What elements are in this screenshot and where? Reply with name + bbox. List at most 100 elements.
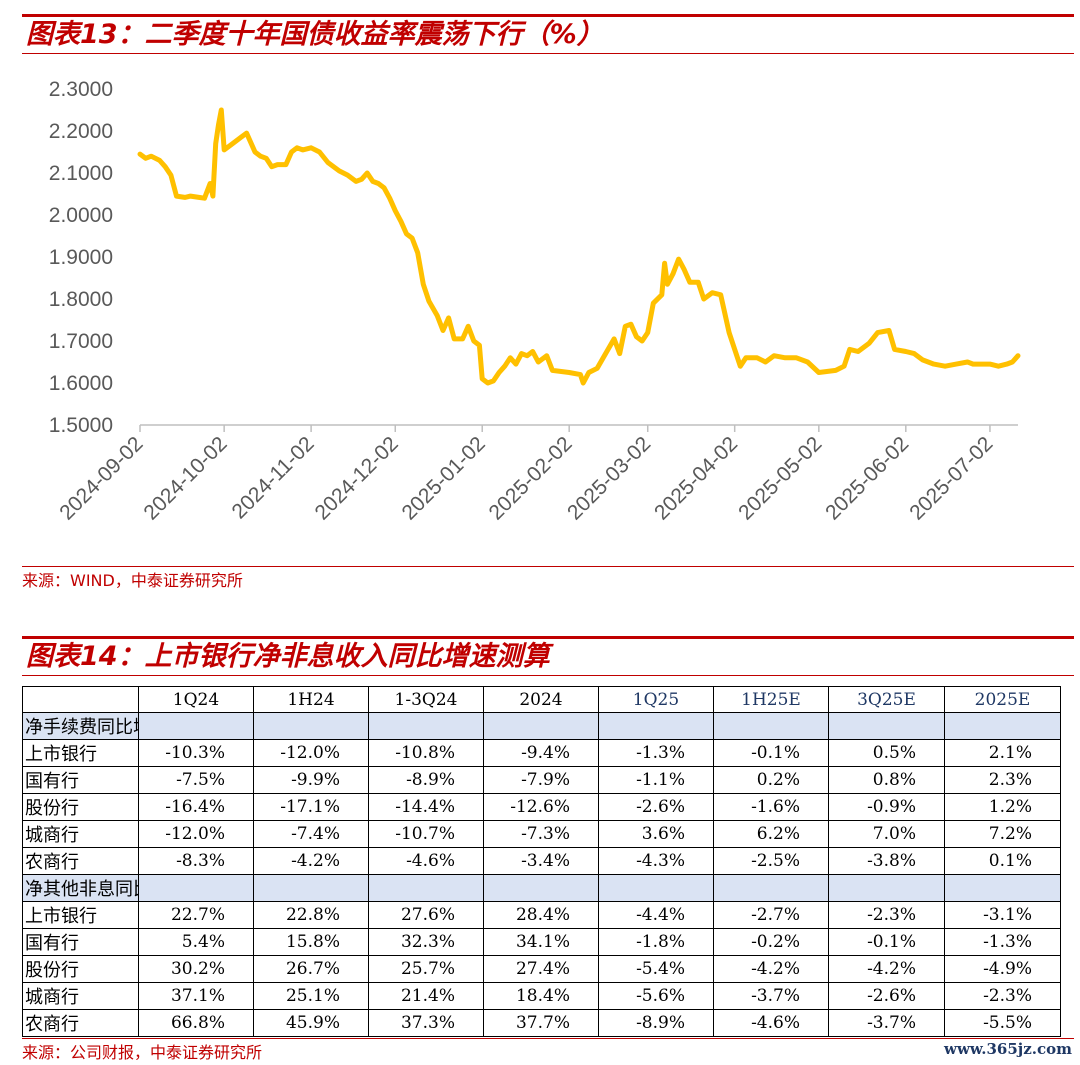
- column-header: 3Q25E: [828, 686, 945, 713]
- table-cell: -12.6%: [483, 793, 599, 821]
- table-cell: -0.1%: [713, 739, 829, 767]
- table-cell: -5.5%: [944, 1009, 1061, 1037]
- table-cell: 25.1%: [253, 982, 369, 1010]
- table-cell: -14.4%: [368, 793, 484, 821]
- section-empty-cell: [598, 874, 714, 902]
- table-cell: -4.3%: [598, 847, 714, 875]
- table-row: 城商行 -12.0% -7.4% -10.7% -7.3% 3.6% 6.2% 7.0% 7.2…: [22, 820, 1061, 848]
- table-cell: -2.6%: [828, 982, 945, 1010]
- table-cell: 6.2%: [713, 820, 829, 848]
- table-cell: -2.7%: [713, 901, 829, 929]
- section-empty-cell: [253, 712, 369, 740]
- y-tick-label: 2.3000: [49, 78, 113, 101]
- table-cell: 0.2%: [713, 766, 829, 794]
- section-empty-cell: [253, 874, 369, 902]
- figure-13-title: 图表13：二季度十年国债收益率震荡下行（%）: [22, 14, 1074, 54]
- table-cell: 37.1%: [138, 982, 254, 1010]
- table-cell: -3.4%: [483, 847, 599, 875]
- table-cell: -10.3%: [138, 739, 254, 767]
- section-empty-cell: [713, 874, 829, 902]
- section-label: 净其他非息同比增速: [22, 874, 139, 902]
- column-header: 1Q25: [598, 686, 714, 713]
- table-cell: -4.6%: [713, 1009, 829, 1037]
- section-empty-cell: [598, 712, 714, 740]
- table-cell: -2.3%: [944, 982, 1061, 1010]
- x-tick-label: 2025-06-02: [821, 432, 913, 524]
- x-tick-label: 2025-01-02: [398, 432, 490, 524]
- table-cell: 3.6%: [598, 820, 714, 848]
- table-cell: -1.6%: [713, 793, 829, 821]
- figure-14-title: 图表14：上市银行净非息收入同比增速测算: [22, 636, 1074, 676]
- table-row: 城商行 37.1% 25.1% 21.4% 18.4% -5.6% -3.7% -2.6% -2…: [22, 982, 1061, 1010]
- table-cell: -9.9%: [253, 766, 369, 794]
- table-cell: -1.3%: [598, 739, 714, 767]
- y-tick-label: 2.2000: [49, 120, 113, 143]
- table-cell: 0.5%: [828, 739, 945, 767]
- table-cell: 15.8%: [253, 928, 369, 956]
- table-cell: -3.1%: [944, 901, 1061, 929]
- table-cell: 26.7%: [253, 955, 369, 983]
- y-tick-label: 2.1000: [49, 162, 113, 185]
- watermark: www.365jz.com: [944, 1040, 1072, 1058]
- section-empty-cell: [944, 712, 1061, 740]
- row-label: 城商行: [22, 982, 139, 1010]
- figure-14-source: 来源：公司财报，中泰证券研究所: [22, 1038, 1074, 1065]
- table-cell: -0.2%: [713, 928, 829, 956]
- column-header: 1Q24: [138, 686, 254, 713]
- table-cell: 28.4%: [483, 901, 599, 929]
- y-tick-label: 1.7000: [49, 330, 113, 353]
- table-cell: -8.9%: [598, 1009, 714, 1037]
- row-label: 国有行: [22, 928, 139, 956]
- y-tick-label: 1.9000: [49, 246, 113, 269]
- table-cell: -4.4%: [598, 901, 714, 929]
- x-tick-label: 2024-11-02: [228, 432, 319, 523]
- table-cell: 18.4%: [483, 982, 599, 1010]
- table-cell: 22.7%: [138, 901, 254, 929]
- table-cell: -1.1%: [598, 766, 714, 794]
- table-cell: -7.3%: [483, 820, 599, 848]
- series-line-10y-yield: [137, 107, 1021, 386]
- x-tick-label: 2025-02-02: [484, 432, 576, 524]
- table-cell: -16.4%: [138, 793, 254, 821]
- y-tick-label: 1.5000: [49, 414, 113, 437]
- table-row: 国有行 5.4% 15.8% 32.3% 34.1% -1.8% -0.2% -0.1% -1.…: [22, 928, 1061, 956]
- table-row: 农商行 -8.3% -4.2% -4.6% -3.4% -4.3% -2.5% -3.8% 0.…: [22, 847, 1061, 875]
- y-axis-labels: 2.3000 2.2000 2.1000 2.0000 1.9000 1.8000 1.70…: [49, 78, 113, 437]
- table-cell: 32.3%: [368, 928, 484, 956]
- table-row: 股份行 30.2% 26.7% 25.7% 27.4% -5.4% -4.2% -4.2% -4…: [22, 955, 1061, 983]
- table-cell: -1.3%: [944, 928, 1061, 956]
- section-empty-cell: [368, 874, 484, 902]
- table-cell: 45.9%: [253, 1009, 369, 1037]
- column-header: 2024: [483, 686, 599, 713]
- x-axis-labels: 2024-09-022024-10-022024-11-022024-12-02…: [55, 432, 997, 524]
- table-row: 上市银行 -10.3% -12.0% -10.8% -9.4% -1.3% -0.1% 0.5…: [22, 739, 1061, 767]
- row-label: 国有行: [22, 766, 139, 794]
- x-tick-label: 2024-09-02: [55, 432, 147, 524]
- table-cell: -17.1%: [253, 793, 369, 821]
- table-cell: -5.6%: [598, 982, 714, 1010]
- row-label: 股份行: [22, 955, 139, 983]
- table-cell: -3.7%: [828, 1009, 945, 1037]
- table-cell: 2.1%: [944, 739, 1061, 767]
- x-tick-label: 2025-05-02: [734, 432, 826, 524]
- table-cell: 66.8%: [138, 1009, 254, 1037]
- column-header: 2025E: [944, 686, 1061, 713]
- row-label: 农商行: [22, 1009, 139, 1037]
- table-row: 国有行 -7.5% -9.9% -8.9% -7.9% -1.1% 0.2% 0.8% 2.3%: [22, 766, 1061, 794]
- table-cell: 27.4%: [483, 955, 599, 983]
- table-cell: 5.4%: [138, 928, 254, 956]
- y-tick-label: 1.8000: [49, 288, 113, 311]
- treasury-yield-line-chart: 2.3000 2.2000 2.1000 2.0000 1.9000 1.8000 1.70…: [49, 78, 1021, 524]
- table-cell: 0.1%: [944, 847, 1061, 875]
- x-tick-label: 2025-07-02: [905, 432, 997, 524]
- table-cell: -1.8%: [598, 928, 714, 956]
- table-cell: 1.2%: [944, 793, 1061, 821]
- table-cell: -2.3%: [828, 901, 945, 929]
- table-cell: -9.4%: [483, 739, 599, 767]
- table-cell: 21.4%: [368, 982, 484, 1010]
- section-empty-cell: [944, 874, 1061, 902]
- table-cell: 27.6%: [368, 901, 484, 929]
- section-empty-cell: [713, 712, 829, 740]
- table-cell: -12.0%: [253, 739, 369, 767]
- table-cell: 25.7%: [368, 955, 484, 983]
